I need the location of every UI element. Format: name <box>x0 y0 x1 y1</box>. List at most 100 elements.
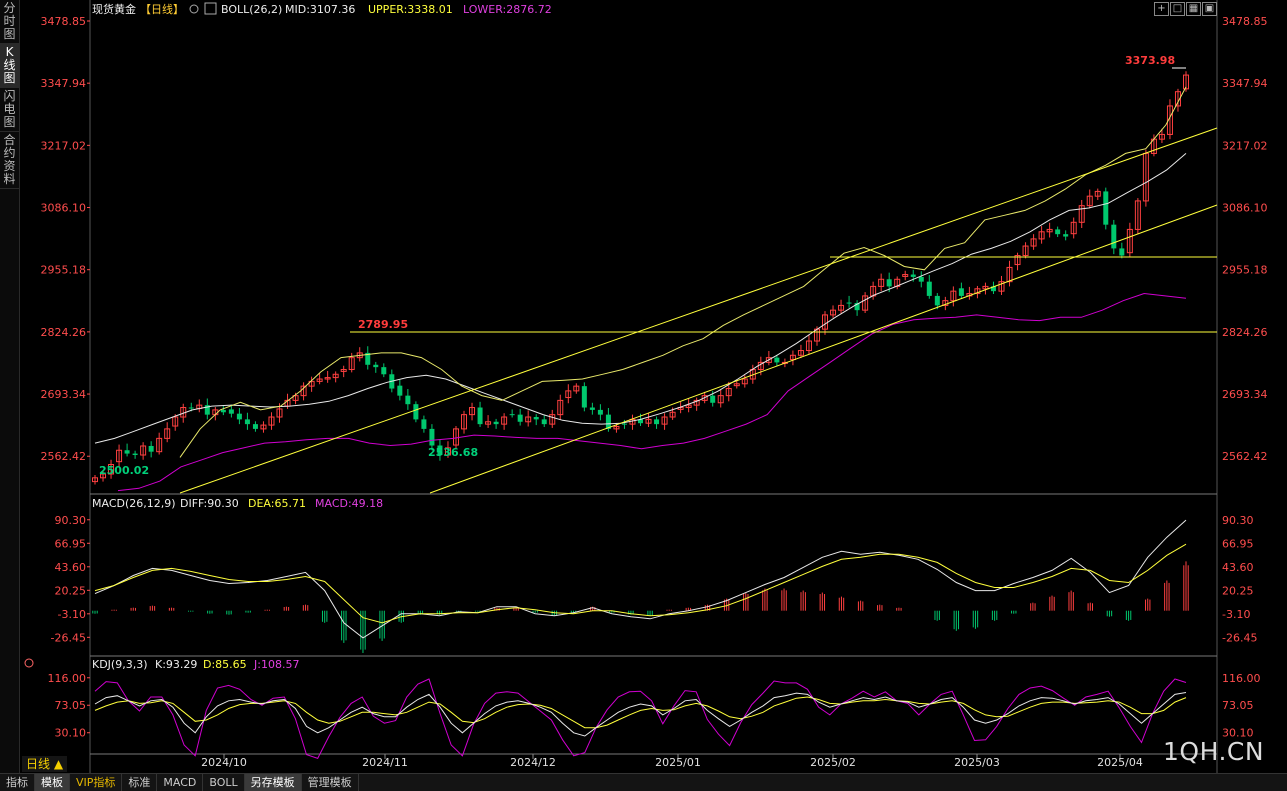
1-tick-label-left: -26.45 <box>51 631 86 644</box>
candle-body <box>252 424 258 429</box>
candle-body <box>862 295 869 311</box>
candle-body <box>1006 266 1013 283</box>
macd-dea: DEA:65.71 <box>248 497 306 510</box>
x-tick-label: 2025/04 <box>1097 756 1143 769</box>
0-tick-label-left: 3478.85 <box>41 15 87 28</box>
settings-icon[interactable] <box>189 4 199 14</box>
candle-body <box>597 409 603 415</box>
bottom-tab-5[interactable]: BOLL <box>203 774 245 791</box>
grid-icon[interactable]: ▦ <box>1186 2 1201 16</box>
candle-body <box>1014 255 1021 266</box>
candle-body <box>797 350 804 356</box>
0-tick-label-right: 3086.10 <box>1222 202 1268 215</box>
candle-body <box>517 414 523 422</box>
0-tick-label-left: 3347.94 <box>41 77 87 90</box>
side-tab-2[interactable]: 闪电图 <box>0 88 19 132</box>
1-tick-label-left: 66.95 <box>55 537 87 550</box>
candle-body <box>830 309 837 316</box>
candle-body <box>444 447 451 456</box>
candle-body <box>1030 238 1037 247</box>
indicator-icon[interactable] <box>204 2 217 15</box>
bottom-tab-2[interactable]: VIP指标 <box>70 774 123 791</box>
1-tick-label-right: 66.95 <box>1222 537 1254 550</box>
bottom-tab-4[interactable]: MACD <box>157 774 204 791</box>
candle-body <box>974 288 981 295</box>
candle-body <box>260 424 267 430</box>
bottom-toolbar: 指标 模板 VIP指标 标准 MACD BOLL 另存模板 管理模板 <box>0 773 1287 791</box>
candle-body <box>429 428 435 446</box>
candle-body <box>854 303 860 311</box>
candle-body <box>324 377 331 380</box>
candle-body <box>397 385 403 396</box>
1-tick-label-right: 20.25 <box>1222 584 1254 597</box>
candle-body <box>501 416 508 425</box>
bottom-tab-7[interactable]: 管理模板 <box>302 774 359 791</box>
maximize-icon[interactable]: ▣ <box>1202 2 1217 16</box>
kdj-k-line <box>94 692 1187 737</box>
x-tick-label: 2024/10 <box>201 756 247 769</box>
kdj-settings-icon[interactable] <box>24 658 34 668</box>
1-tick-label-left: 20.25 <box>55 584 87 597</box>
side-tab-3[interactable]: 合约资料 <box>0 132 19 189</box>
candle-body <box>774 357 780 363</box>
side-tab-1[interactable]: K线图 <box>0 44 19 88</box>
candle-body <box>1055 229 1061 235</box>
price-annotation-high: 2789.95 <box>358 318 408 331</box>
macd-diff-line <box>94 519 1187 639</box>
kdj-header: KDJ(9,3,3) K:93.29 D:85.65 J:108.57 <box>24 658 299 671</box>
candle-body <box>292 395 299 401</box>
candle-body <box>733 383 740 387</box>
candle-body <box>469 407 476 416</box>
bottom-tab-6[interactable]: 另存模板 <box>244 774 302 791</box>
candle-body <box>998 281 1005 292</box>
0-tick-label-right: 3217.02 <box>1222 139 1268 152</box>
candle-body <box>244 419 250 425</box>
candle-body <box>669 411 676 418</box>
candle-body <box>1038 231 1045 240</box>
0-tick-label-right: 2955.18 <box>1222 264 1268 277</box>
bottom-tab-0[interactable]: 指标 <box>0 774 35 791</box>
x-tick-label: 2024/11 <box>362 756 408 769</box>
candle-body <box>308 380 315 387</box>
candle-body <box>276 408 283 418</box>
expand-icon[interactable]: □ <box>1170 2 1185 16</box>
candle-body <box>132 453 138 456</box>
x-tick-label: 2024/12 <box>510 756 556 769</box>
candle-body <box>661 416 668 425</box>
period-button[interactable]: 日线 ▲ <box>22 756 68 772</box>
0-tick-label-right: 2824.26 <box>1222 326 1268 339</box>
boll-lower-line <box>117 292 1187 492</box>
boll-lower: LOWER:2876.72 <box>463 3 552 16</box>
candle-body <box>958 288 964 296</box>
candle-body <box>910 274 916 277</box>
1-tick-label-left: 43.60 <box>55 561 87 574</box>
candle-body <box>918 276 924 282</box>
1-tick-label-left: 90.30 <box>55 514 87 527</box>
candle-body <box>1094 190 1101 197</box>
candle-body <box>1174 91 1181 107</box>
x-tick-label: 2025/01 <box>655 756 701 769</box>
2-tick-label-right: 116.00 <box>1222 672 1261 685</box>
candle-body <box>741 378 748 385</box>
candle-body <box>1158 133 1165 140</box>
candle-body <box>437 445 443 456</box>
candle-body <box>765 357 772 363</box>
kdj-k: K:93.29 <box>155 658 197 671</box>
candle-body <box>533 417 539 420</box>
candle-body <box>421 419 427 429</box>
1-tick-label-left: -3.10 <box>58 608 86 621</box>
candle-body <box>789 354 796 361</box>
candle-body <box>1126 228 1133 254</box>
candle-body <box>332 373 339 379</box>
candle-body <box>340 369 347 372</box>
2-tick-label-left: 30.10 <box>55 727 87 740</box>
crosshair-icon[interactable]: + <box>1154 2 1169 16</box>
candle-body <box>710 395 716 403</box>
bottom-tab-1[interactable]: 模板 <box>35 774 70 791</box>
candle-body <box>605 414 611 429</box>
candle-body <box>1111 224 1117 249</box>
bottom-tab-3[interactable]: 标准 <box>122 774 158 791</box>
candle-body <box>638 419 643 424</box>
side-tab-0[interactable]: 分时图 <box>0 0 19 44</box>
candle-body <box>485 421 492 425</box>
